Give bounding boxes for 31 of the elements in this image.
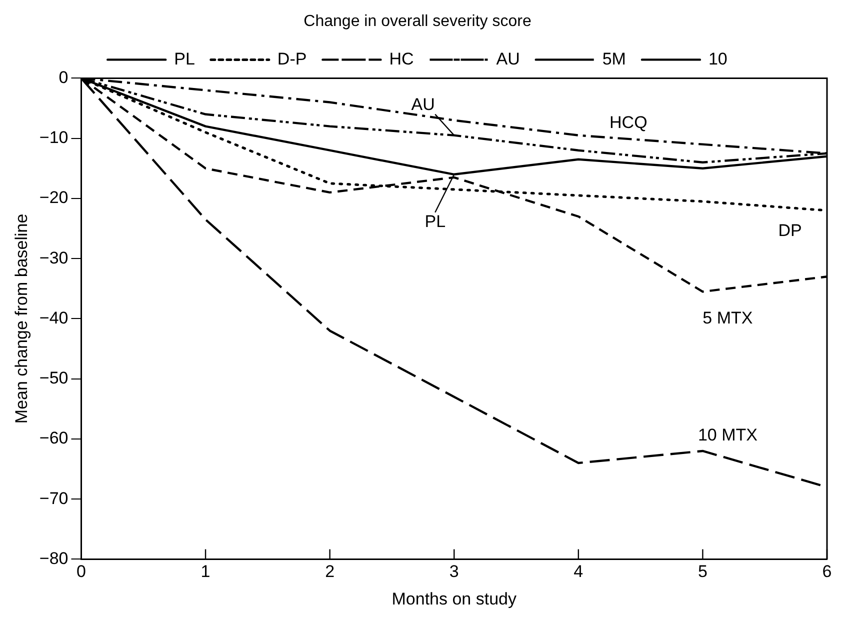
y-tick-label: −60	[39, 428, 68, 448]
y-tick-label: −40	[39, 308, 68, 328]
y-tick-label: −50	[39, 368, 68, 388]
x-tick-label: 0	[76, 562, 86, 582]
y-tick-label: −80	[39, 548, 68, 568]
legend-label: AU	[496, 49, 520, 68]
legend-label: 5M	[602, 49, 626, 68]
y-tick-label: −70	[39, 488, 68, 508]
y-tick-label: −10	[39, 128, 68, 148]
x-tick-label: 6	[822, 562, 832, 582]
legend-label: 10	[708, 49, 728, 68]
y-axis-title: Mean change from baseline	[12, 214, 31, 424]
x-tick-label: 2	[325, 562, 335, 582]
annotation: 5 MTX	[702, 308, 753, 328]
legend-label: HC	[389, 49, 414, 68]
y-tick-label: −30	[39, 248, 68, 268]
y-tick-label: 0	[58, 68, 68, 87]
x-tick-label: 3	[449, 562, 459, 582]
x-tick-label: 1	[200, 562, 210, 582]
x-tick-label: 5	[698, 562, 708, 582]
annotation: AU	[411, 95, 435, 114]
x-axis-title: Months on study	[392, 589, 517, 608]
legend-label: D-P	[277, 49, 307, 68]
annotation: PL	[424, 212, 446, 232]
y-tick-label: −20	[39, 188, 68, 208]
x-tick-label: 4	[574, 562, 584, 582]
annotation: DP	[778, 221, 802, 240]
annotation: 10 MTX	[698, 426, 758, 445]
chart-title: Change in overall severity score	[304, 13, 532, 30]
legend-label: PL	[174, 49, 195, 68]
annotation: HCQ	[610, 113, 648, 132]
